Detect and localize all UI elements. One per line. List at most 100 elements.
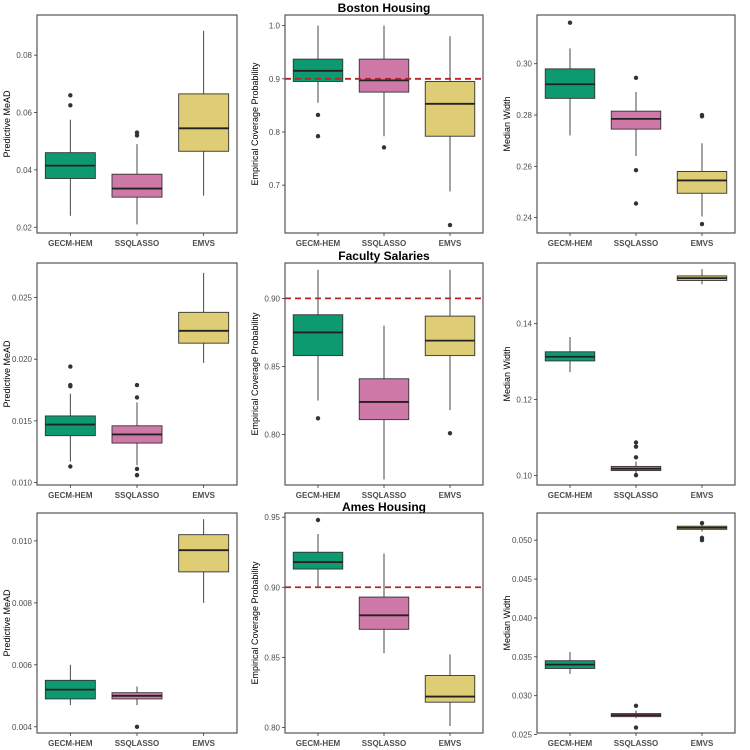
- y-tick-label: 0.85: [264, 653, 280, 662]
- box-iqr: [358, 378, 410, 421]
- y-tick-label: 0.10: [516, 472, 532, 481]
- x-tick-label: GECM-HEM: [48, 739, 93, 748]
- row-title: Ames Housing: [342, 500, 426, 514]
- y-tick-label: 0.035: [512, 653, 533, 662]
- outlier-point: [315, 517, 321, 523]
- box-gecmhem: [44, 93, 96, 216]
- y-tick-label: 0.010: [12, 479, 33, 488]
- y-axis-title: Median Width: [502, 346, 512, 401]
- box-ssqlasso: [358, 25, 410, 150]
- box-iqr: [178, 93, 230, 152]
- outlier-point: [134, 395, 140, 400]
- box-ssqlasso: [358, 553, 410, 654]
- x-tick-label: SSQLASSO: [362, 739, 406, 748]
- y-axis-title: Median Width: [502, 96, 512, 151]
- x-tick-label: SSQLASSO: [362, 239, 406, 248]
- box-gecmhem: [544, 20, 596, 136]
- x-tick-label: EMVS: [192, 739, 215, 748]
- outlier-point: [68, 103, 73, 108]
- x-tick-label: GECM-HEM: [548, 491, 593, 500]
- x-tick-label: EMVS: [439, 739, 462, 748]
- box-ssqlasso: [358, 325, 410, 480]
- outlier-point: [134, 130, 140, 135]
- y-axis-title: Median Width: [502, 595, 512, 650]
- outlier-point: [699, 221, 705, 227]
- outlier-point: [699, 538, 705, 543]
- y-tick-label: 0.006: [12, 661, 33, 670]
- outlier-point: [447, 431, 453, 436]
- y-tick-label: 0.80: [264, 431, 280, 440]
- y-tick-label: 0.24: [516, 214, 532, 223]
- outlier-point: [633, 455, 639, 460]
- box-emvs: [424, 36, 476, 228]
- box-gecmhem: [292, 517, 344, 588]
- y-tick-label: 0.04: [16, 166, 32, 175]
- x-tick-label: GECM-HEM: [548, 739, 593, 748]
- outlier-point: [68, 93, 73, 98]
- x-tick-label: GECM-HEM: [48, 239, 93, 248]
- y-tick-label: 0.008: [12, 599, 33, 608]
- box-iqr: [424, 81, 476, 137]
- box-emvs: [178, 30, 230, 196]
- x-tick-label: SSQLASSO: [115, 239, 159, 248]
- x-tick-label: GECM-HEM: [48, 491, 93, 500]
- panel-ames-coverage: 0.80 0.85 0.90 0.95 Empirical Coverage Proba…: [250, 512, 484, 748]
- y-tick-label: 0.025: [12, 294, 33, 303]
- box-emvs: [178, 519, 230, 603]
- box-emvs: [424, 269, 476, 436]
- y-tick-label: 1.0: [269, 22, 281, 31]
- x-tick-label: SSQLASSO: [614, 239, 658, 248]
- y-tick-label: 0.9: [269, 75, 281, 84]
- y-tick-label: 0.020: [12, 355, 33, 364]
- y-tick-label: 0.7: [269, 181, 281, 190]
- box-iqr: [111, 173, 163, 198]
- box-gecmhem: [44, 364, 96, 469]
- box-iqr: [178, 534, 230, 573]
- panel-border: [536, 512, 736, 734]
- outlier-point: [633, 440, 639, 445]
- box-iqr: [610, 110, 662, 130]
- box-iqr: [292, 314, 344, 357]
- box-emvs: [676, 520, 728, 543]
- outlier-point: [134, 724, 140, 730]
- outlier-point: [68, 382, 73, 388]
- panel-boston-width: 0.24 0.26 0.28 0.30 Median Width GECM-HEM SSQL…: [502, 14, 736, 248]
- outlier-point: [633, 75, 639, 81]
- x-tick-label: EMVS: [691, 239, 714, 248]
- y-axis-title: Empirical Coverage Probability: [250, 62, 260, 186]
- outlier-point: [315, 134, 321, 139]
- panel-ames-mead: 0.004 0.006 0.008 0.010 Predictive MeAD GECM-…: [2, 512, 238, 748]
- y-tick-label: 0.030: [512, 692, 533, 701]
- y-tick-label: 0.015: [12, 417, 33, 426]
- x-tick-label: EMVS: [192, 491, 215, 500]
- y-tick-label: 0.025: [512, 731, 533, 740]
- panel-faculty-coverage: 0.80 0.85 0.90 Empirical Coverage Probabili…: [250, 262, 484, 500]
- box-iqr: [358, 58, 410, 93]
- y-tick-label: 0.8: [269, 128, 281, 137]
- y-tick-label: 0.010: [12, 537, 33, 546]
- box-emvs: [424, 654, 476, 726]
- panel-border: [536, 262, 736, 486]
- outlier-point: [699, 520, 705, 526]
- outlier-point: [699, 114, 705, 119]
- x-tick-label: EMVS: [192, 239, 215, 248]
- outlier-point: [134, 466, 140, 472]
- y-axis-title: Predictive MeAD: [2, 90, 12, 158]
- x-tick-label: EMVS: [691, 739, 714, 748]
- box-ssqlasso: [610, 75, 662, 206]
- box-iqr: [292, 551, 344, 570]
- box-iqr: [424, 315, 476, 357]
- row-title: Faculty Salaries: [338, 249, 430, 263]
- y-tick-label: 0.12: [516, 396, 532, 405]
- box-ssqlasso: [111, 382, 163, 478]
- box-iqr: [44, 415, 96, 437]
- outlier-point: [447, 222, 453, 228]
- y-tick-label: 0.80: [264, 723, 280, 732]
- y-tick-label: 0.045: [512, 575, 533, 584]
- y-tick-label: 0.26: [516, 162, 532, 171]
- x-tick-label: EMVS: [439, 239, 462, 248]
- box-gecmhem: [544, 652, 596, 674]
- y-tick-label: 0.06: [16, 109, 32, 118]
- outlier-point: [134, 382, 140, 388]
